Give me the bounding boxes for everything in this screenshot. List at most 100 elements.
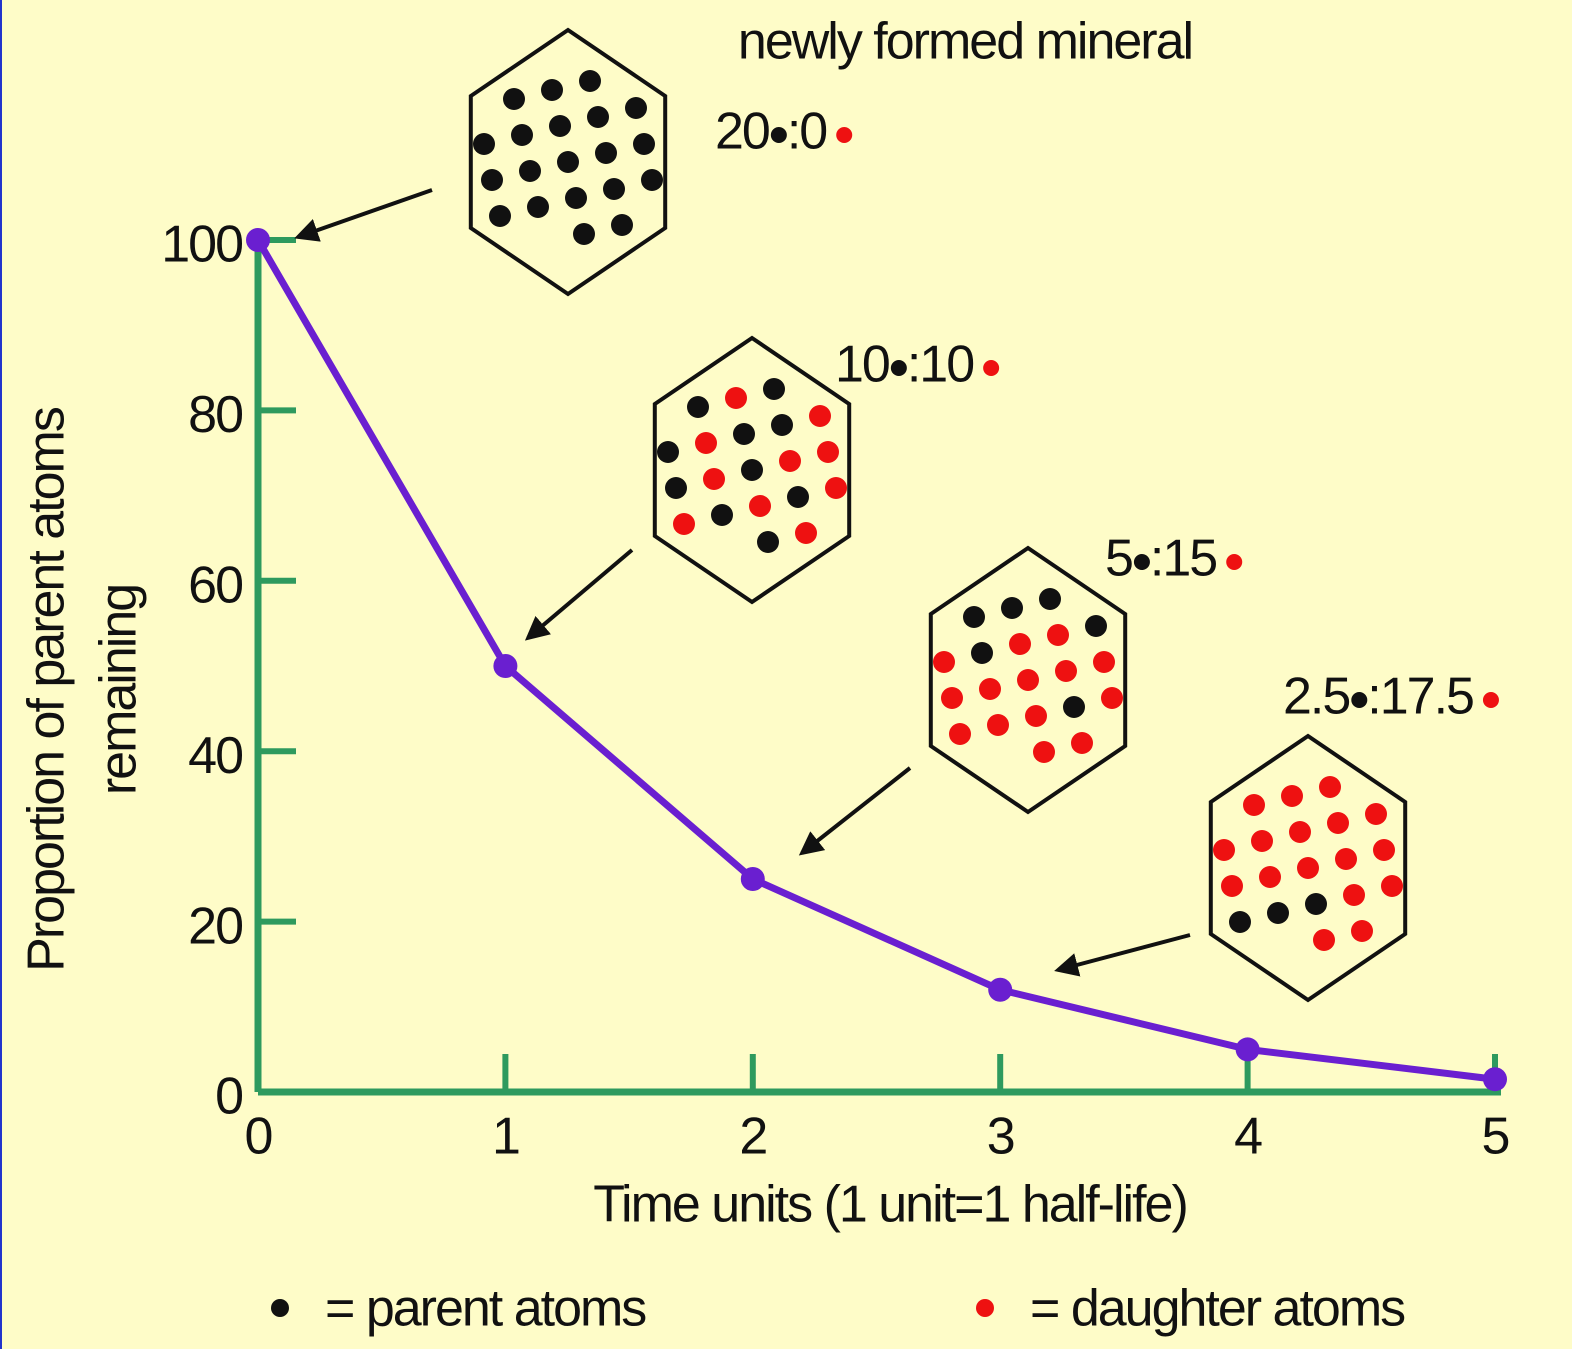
daughter-symbol xyxy=(1226,554,1242,570)
data-point xyxy=(988,978,1012,1002)
daughter-atom xyxy=(779,450,801,472)
parent-atom xyxy=(565,187,587,209)
parent-atom xyxy=(541,79,563,101)
daughter-count-label: :0 xyxy=(787,103,826,161)
parent-atom xyxy=(1063,696,1085,718)
daughter-atom xyxy=(1009,633,1031,655)
parent-atom xyxy=(665,477,687,499)
daughter-atom xyxy=(1213,839,1235,861)
daughter-atom xyxy=(1351,920,1373,942)
daughter-symbol xyxy=(983,360,999,376)
parent-symbol xyxy=(771,127,787,143)
x-tick-label: 5 xyxy=(1482,1108,1509,1166)
daughter-atom xyxy=(1101,687,1123,709)
parent-atom xyxy=(1001,597,1023,619)
parent-atom xyxy=(519,160,541,182)
daughter-atom xyxy=(1047,624,1069,646)
daughter-atom xyxy=(1093,651,1115,673)
daughter-atom xyxy=(695,432,717,454)
legend-label: = daughter atoms xyxy=(1030,1280,1405,1338)
legend-symbol xyxy=(271,1299,289,1317)
parent-atom xyxy=(549,115,571,137)
daughter-atom xyxy=(1313,929,1335,951)
daughter-atom xyxy=(673,513,695,535)
parent-symbol xyxy=(1134,554,1150,570)
parent-atom xyxy=(489,205,511,227)
daughter-atom xyxy=(949,723,971,745)
x-tick-label: 3 xyxy=(987,1108,1014,1166)
daughter-atom xyxy=(1251,830,1273,852)
parent-atom xyxy=(641,169,663,191)
daughter-atom xyxy=(1365,803,1387,825)
y-tick-label: 80 xyxy=(188,386,242,444)
daughter-atom xyxy=(1243,794,1265,816)
parent-atom xyxy=(771,414,793,436)
daughter-atom xyxy=(1071,732,1093,754)
parent-atom xyxy=(587,106,609,128)
parent-atom xyxy=(473,133,495,155)
parent-symbol xyxy=(891,360,907,376)
x-tick-label: 1 xyxy=(492,1108,519,1166)
parent-atom xyxy=(711,504,733,526)
parent-atom xyxy=(611,214,633,236)
daughter-atom xyxy=(825,477,847,499)
daughter-atom xyxy=(1025,705,1047,727)
x-tick-label: 0 xyxy=(245,1108,272,1166)
daughter-atom xyxy=(703,468,725,490)
daughter-atom xyxy=(795,522,817,544)
parent-atom xyxy=(657,441,679,463)
daughter-atom xyxy=(1289,821,1311,843)
daughter-atom xyxy=(1319,776,1341,798)
daughter-atom xyxy=(1221,875,1243,897)
y-tick-label: 0 xyxy=(215,1068,242,1126)
parent-atom xyxy=(1039,588,1061,610)
parent-count-label: 5 xyxy=(1105,530,1132,588)
y-tick-label: 40 xyxy=(188,727,242,785)
parent-atom xyxy=(527,196,549,218)
parent-atom xyxy=(481,169,503,191)
parent-atom xyxy=(963,606,985,628)
daughter-count-label: :17.5 xyxy=(1367,668,1473,726)
daughter-atom xyxy=(1259,866,1281,888)
parent-atom xyxy=(1085,615,1107,637)
parent-count-label: 10 xyxy=(835,336,889,394)
data-point xyxy=(246,228,270,252)
daughter-atom xyxy=(817,441,839,463)
parent-symbol xyxy=(1351,692,1367,708)
daughter-atom xyxy=(979,678,1001,700)
daughter-atom xyxy=(1033,741,1055,763)
parent-atom xyxy=(763,378,785,400)
daughter-atom xyxy=(1281,785,1303,807)
daughter-atom xyxy=(987,714,1009,736)
daughter-count-label: :15 xyxy=(1150,530,1216,588)
parent-atom xyxy=(603,178,625,200)
daughter-atom xyxy=(1327,812,1349,834)
parent-atom xyxy=(1229,911,1251,933)
x-axis-label: Time units (1 unit=1 half-life) xyxy=(593,1176,1187,1234)
data-point xyxy=(741,867,765,891)
y-axis-label-line: remaining xyxy=(90,585,148,795)
daughter-symbol xyxy=(1483,692,1499,708)
daughter-atom xyxy=(1017,669,1039,691)
y-tick-label: 60 xyxy=(188,557,242,615)
parent-atom xyxy=(1267,902,1289,924)
parent-count-label: 2.5 xyxy=(1283,668,1349,726)
y-tick-label: 100 xyxy=(161,216,242,274)
parent-atom xyxy=(733,423,755,445)
daughter-atom xyxy=(1055,660,1077,682)
daughter-atom xyxy=(1343,884,1365,906)
legend-label: = parent atoms xyxy=(325,1280,646,1338)
parent-atom xyxy=(787,486,809,508)
parent-atom xyxy=(741,459,763,481)
parent-atom xyxy=(687,396,709,418)
legend-symbol xyxy=(976,1299,994,1317)
daughter-atom xyxy=(749,495,771,517)
daughter-atom xyxy=(941,687,963,709)
parent-atom xyxy=(757,531,779,553)
parent-atom xyxy=(625,97,647,119)
parent-atom xyxy=(633,133,655,155)
parent-atom xyxy=(579,70,601,92)
parent-atom xyxy=(595,142,617,164)
daughter-count-label: :10 xyxy=(907,336,973,394)
daughter-atom xyxy=(933,651,955,673)
